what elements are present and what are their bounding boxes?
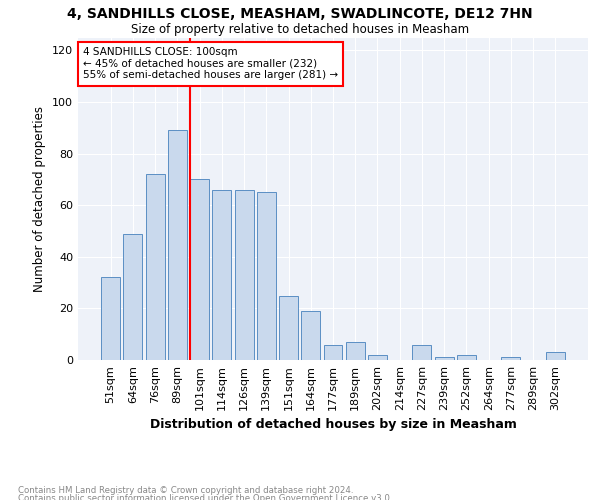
- Bar: [502, 358, 520, 360]
- Text: 4, SANDHILLS CLOSE, MEASHAM, SWADLINCOTE, DE12 7HN: 4, SANDHILLS CLOSE, MEASHAM, SWADLINCOTE…: [67, 8, 533, 22]
- Bar: [368, 355, 387, 360]
- Bar: [235, 190, 254, 360]
- Text: Contains HM Land Registry data © Crown copyright and database right 2024.: Contains HM Land Registry data © Crown c…: [18, 486, 353, 495]
- Bar: [212, 190, 231, 360]
- Bar: [101, 278, 120, 360]
- Bar: [190, 180, 209, 360]
- Bar: [124, 234, 142, 360]
- Bar: [435, 358, 454, 360]
- X-axis label: Distribution of detached houses by size in Measham: Distribution of detached houses by size …: [149, 418, 517, 432]
- Bar: [301, 311, 320, 360]
- Text: Contains public sector information licensed under the Open Government Licence v3: Contains public sector information licen…: [18, 494, 392, 500]
- Bar: [257, 192, 276, 360]
- Bar: [146, 174, 164, 360]
- Text: Size of property relative to detached houses in Measham: Size of property relative to detached ho…: [131, 22, 469, 36]
- Bar: [168, 130, 187, 360]
- Y-axis label: Number of detached properties: Number of detached properties: [34, 106, 46, 292]
- Bar: [412, 344, 431, 360]
- Text: 4 SANDHILLS CLOSE: 100sqm
← 45% of detached houses are smaller (232)
55% of semi: 4 SANDHILLS CLOSE: 100sqm ← 45% of detac…: [83, 47, 338, 80]
- Bar: [346, 342, 365, 360]
- Bar: [546, 352, 565, 360]
- Bar: [279, 296, 298, 360]
- Bar: [323, 344, 343, 360]
- Bar: [457, 355, 476, 360]
